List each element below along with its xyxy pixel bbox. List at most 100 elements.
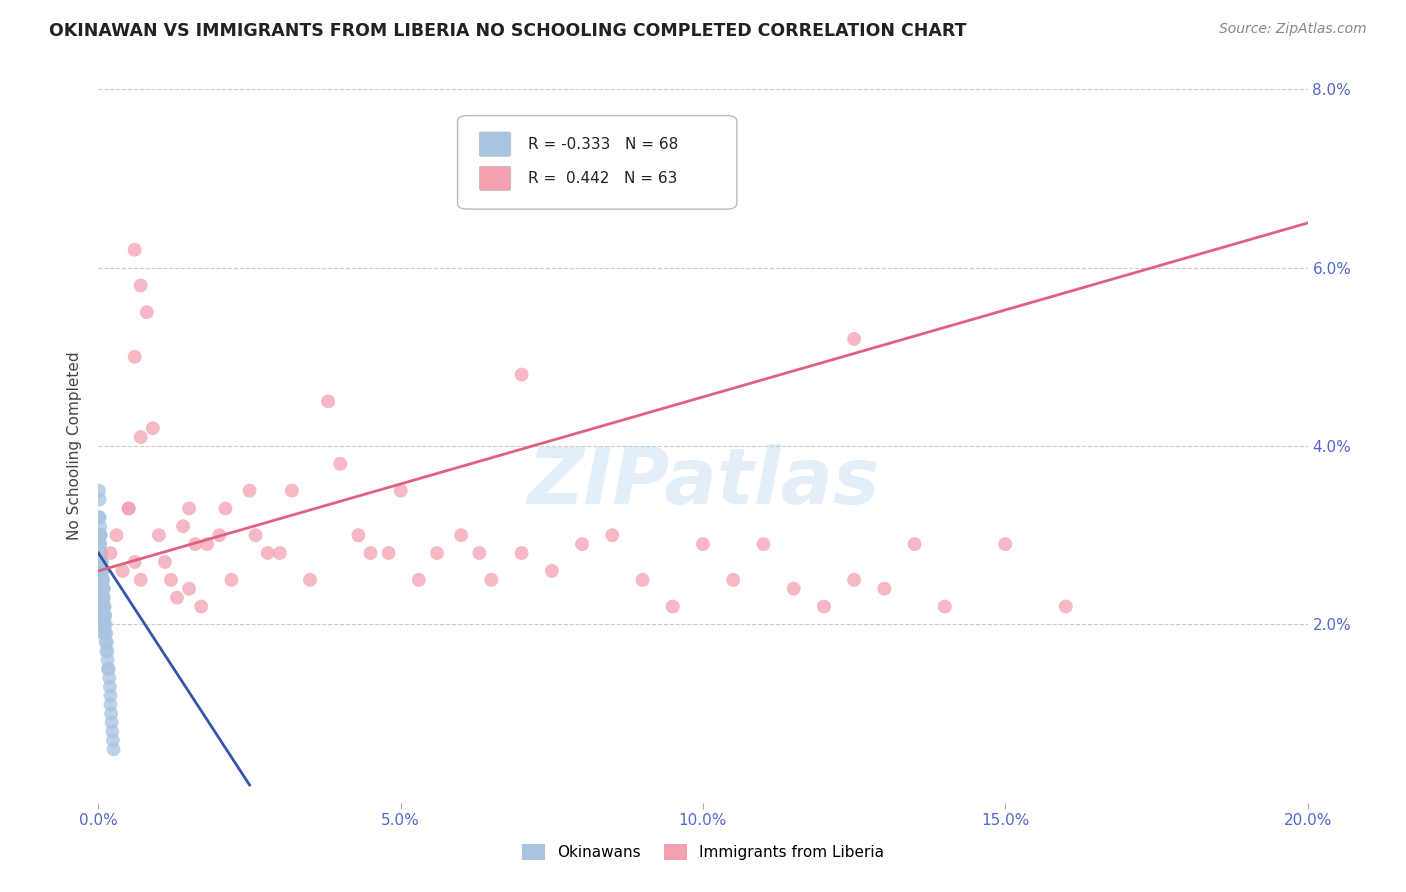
Point [96, 653, 118, 667]
Point [89, 582, 111, 596]
Point [221, 573, 243, 587]
Point [93, 608, 115, 623]
Point [96, 626, 118, 640]
Point [934, 599, 956, 614]
Point [195, 537, 218, 551]
Point [90, 564, 112, 578]
Point [89, 564, 111, 578]
Point [90, 591, 112, 605]
Point [91, 599, 114, 614]
Point [450, 528, 472, 542]
Point [208, 528, 231, 542]
Point [93, 599, 115, 614]
Point [783, 582, 806, 596]
Point [87, 528, 110, 542]
Point [90, 564, 112, 578]
Point [93, 617, 115, 632]
Point [389, 483, 412, 498]
Point [510, 368, 533, 382]
Point [89, 564, 111, 578]
Point [91, 626, 114, 640]
Point [148, 528, 170, 542]
Point [124, 555, 146, 569]
Point [90, 546, 112, 560]
Point [602, 528, 624, 542]
Point [135, 305, 157, 319]
Point [256, 546, 278, 560]
Point [105, 528, 128, 542]
Point [316, 394, 339, 409]
Point [179, 501, 201, 516]
Point [87, 483, 110, 498]
Point [844, 332, 866, 346]
Point [873, 582, 896, 596]
Point [90, 591, 112, 605]
Point [426, 546, 449, 560]
Point [813, 599, 835, 614]
Point [89, 519, 111, 533]
Point [93, 591, 115, 605]
Point [91, 555, 114, 569]
Point [91, 617, 114, 632]
Point [129, 573, 152, 587]
Point [94, 617, 117, 632]
Point [94, 626, 117, 640]
Point [142, 421, 165, 435]
Point [91, 582, 114, 596]
Point [91, 582, 114, 596]
Point [468, 546, 491, 560]
Point [89, 492, 111, 507]
Point [89, 537, 111, 551]
Legend: Okinawans, Immigrants from Liberia: Okinawans, Immigrants from Liberia [516, 838, 890, 866]
Point [752, 537, 775, 551]
Point [994, 537, 1017, 551]
Point [360, 546, 382, 560]
Text: Source: ZipAtlas.com: Source: ZipAtlas.com [1219, 22, 1367, 37]
Point [239, 483, 262, 498]
Point [91, 591, 114, 605]
Point [111, 564, 134, 578]
Point [172, 519, 194, 533]
Point [89, 555, 111, 569]
Point [844, 573, 866, 587]
Point [723, 573, 745, 587]
Point [90, 573, 112, 587]
Point [299, 573, 322, 587]
Point [481, 145, 503, 159]
Point [347, 528, 370, 542]
Point [91, 573, 114, 587]
Point [692, 537, 714, 551]
Point [90, 528, 112, 542]
Point [408, 573, 430, 587]
Point [94, 635, 117, 649]
FancyBboxPatch shape [479, 166, 510, 191]
Point [160, 573, 183, 587]
Text: R =  0.442   N = 63: R = 0.442 N = 63 [527, 171, 678, 186]
Point [661, 599, 683, 614]
Point [153, 555, 176, 569]
Point [571, 537, 593, 551]
Point [129, 278, 152, 293]
Point [329, 457, 352, 471]
Point [89, 546, 111, 560]
Point [98, 671, 121, 685]
Point [96, 635, 118, 649]
Point [100, 698, 122, 712]
Point [97, 662, 120, 676]
Point [510, 546, 533, 560]
Point [90, 546, 112, 560]
Y-axis label: No Schooling Completed: No Schooling Completed [67, 351, 83, 541]
Point [904, 537, 927, 551]
Point [89, 555, 111, 569]
Point [101, 724, 124, 739]
Point [184, 537, 207, 551]
Point [89, 510, 111, 524]
Point [91, 591, 114, 605]
Point [90, 582, 112, 596]
Point [96, 644, 118, 658]
Point [91, 564, 114, 578]
Point [245, 528, 267, 542]
Point [100, 715, 122, 730]
Point [166, 591, 188, 605]
Point [100, 546, 122, 560]
